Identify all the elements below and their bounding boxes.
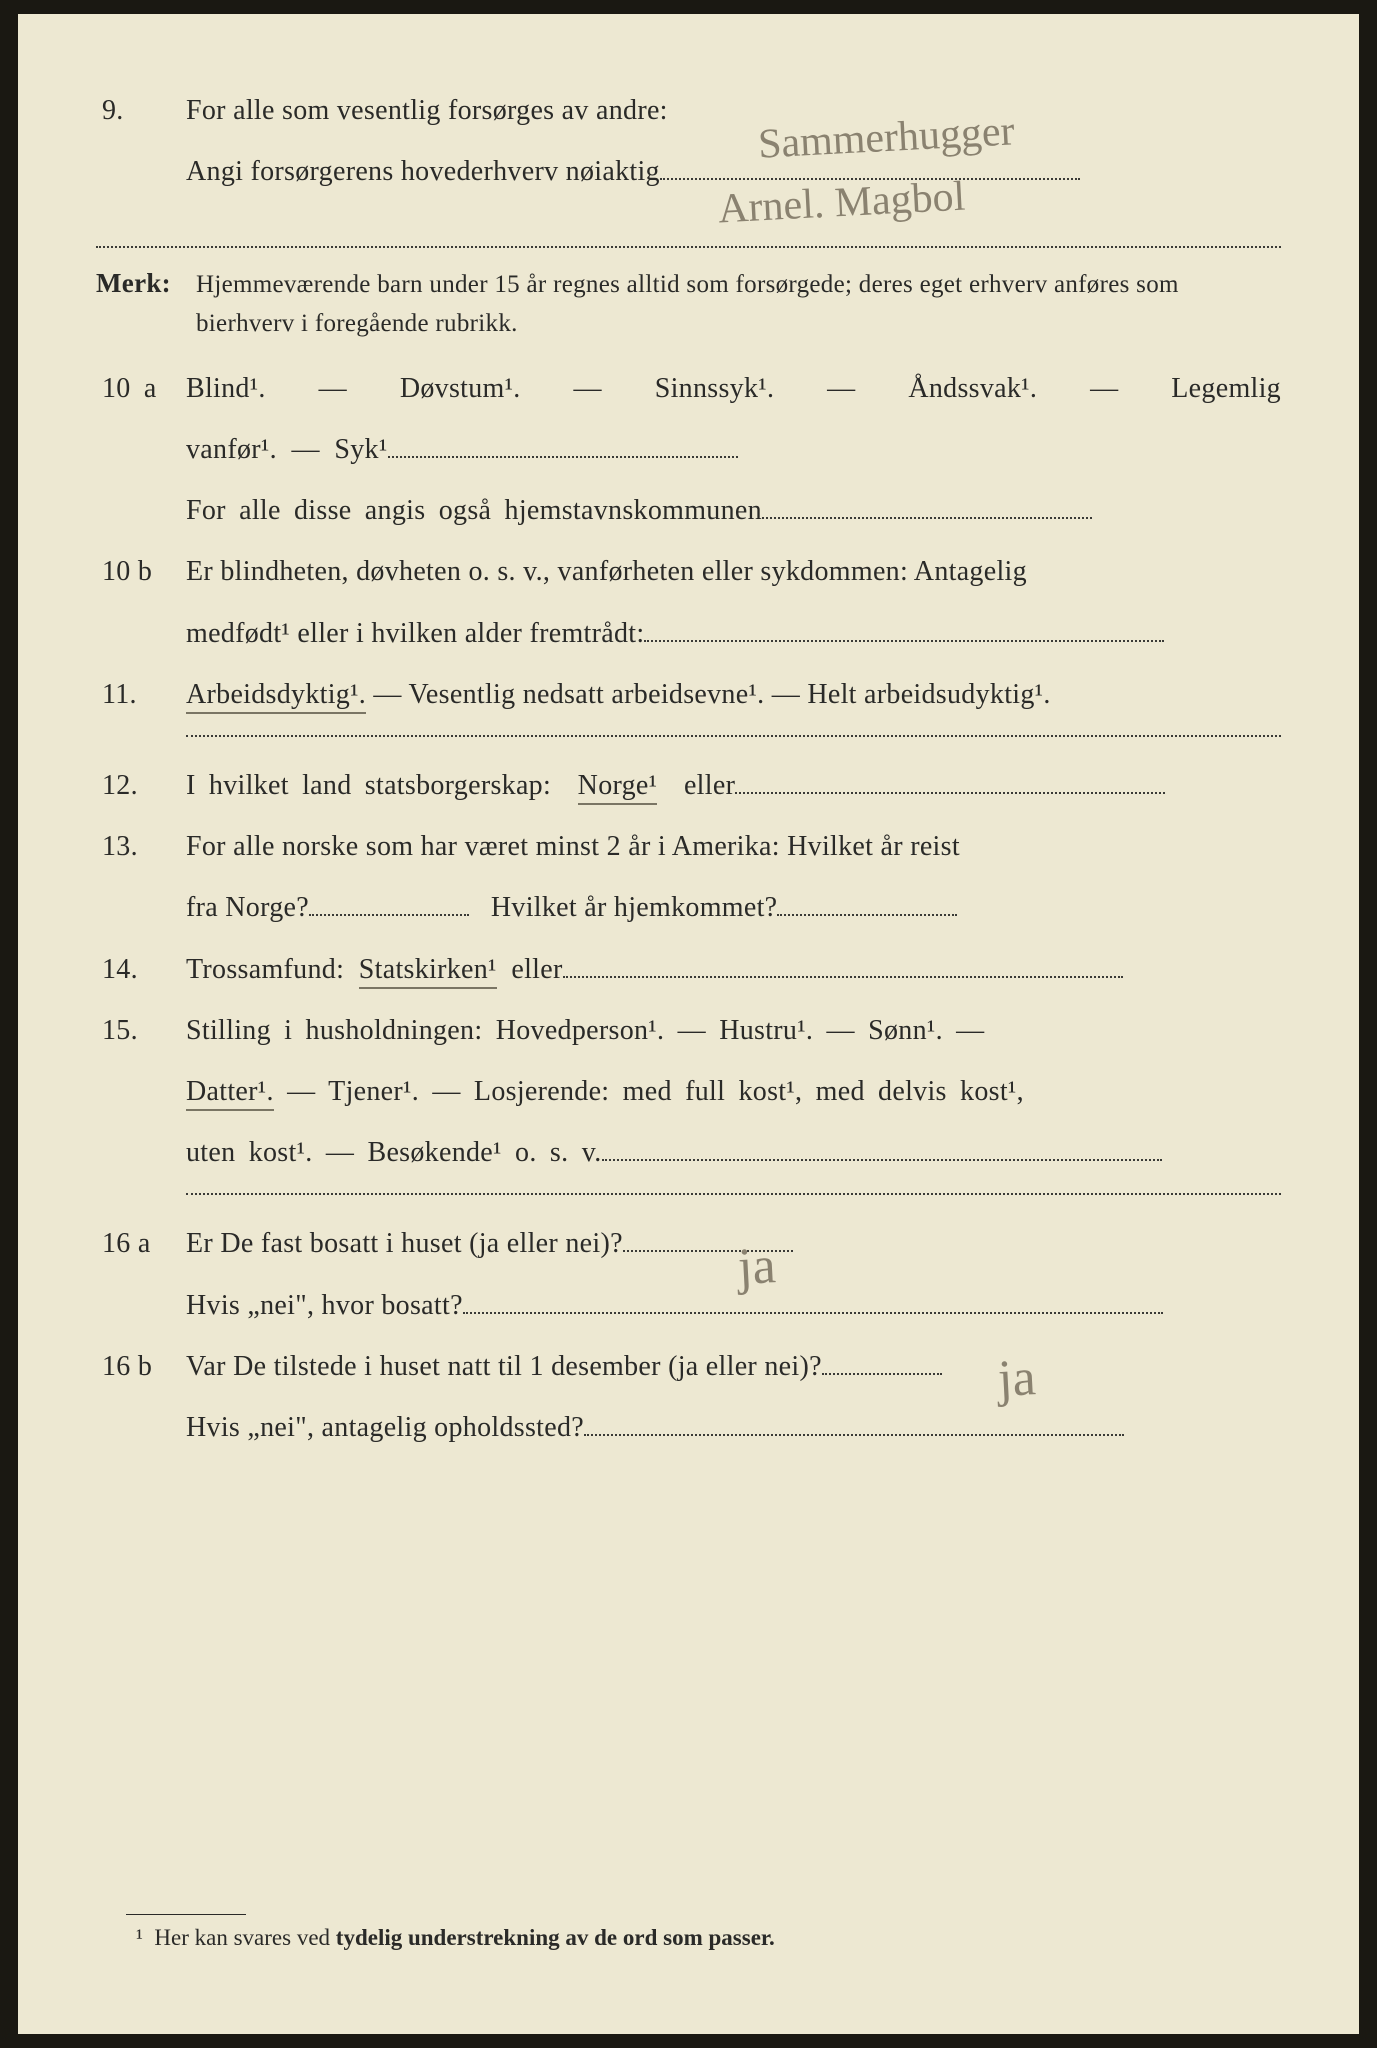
q15-line1: 15. Stilling i husholdningen: Hovedperso…: [96, 1004, 1281, 1057]
q10b-number: 10 b: [96, 545, 186, 598]
q11-blank: [186, 735, 1281, 737]
q13-line2: fra Norge? Hvilket år hjemkommet?: [96, 881, 1281, 934]
merk-label: Merk:: [96, 268, 183, 298]
q10a-line1: 10 a Blind¹.— Døvstum¹.— Sinnssyk¹.— Ånd…: [96, 362, 1281, 415]
q11-number: 11.: [96, 668, 186, 721]
divider-2: [186, 1193, 1281, 1195]
q13-number: 13.: [96, 820, 186, 873]
q16a-answer-blank: [623, 1227, 793, 1252]
q14-opt-statskirken: Statskirken¹: [359, 954, 497, 989]
q15-line3: uten kost¹. — Besøkende¹ o. s. v.: [96, 1126, 1281, 1179]
q9-text2: Angi forsørgerens hovederhverv nøiaktig: [186, 145, 1281, 198]
q9-blank: [660, 155, 1080, 180]
q10a-line3: For alle disse angis også hjemstavnskomm…: [96, 484, 1281, 537]
q12-opt-norge: Norge¹: [578, 770, 658, 805]
q9-text1: For alle som vesentlig forsørges av andr…: [186, 84, 1281, 137]
footnote: ¹ Her kan svares ved tydelig understrekn…: [136, 1925, 1281, 1951]
q10a-line2: vanfør¹. — Syk¹: [96, 423, 1281, 476]
q16b-line1: 16 b Var De tilstede i huset natt til 1 …: [96, 1340, 1281, 1393]
q10b-text1: Er blindheten, døvheten o. s. v., vanfør…: [186, 545, 1281, 598]
q16b-line2: Hvis „nei", antagelig opholdssted?: [96, 1401, 1281, 1454]
q13-line1: 13. For alle norske som har været minst …: [96, 820, 1281, 873]
q15-text1: Stilling i husholdningen: Hovedperson¹. …: [186, 1004, 1281, 1057]
q15-number: 15.: [96, 1004, 186, 1057]
q13-text1: For alle norske som har været minst 2 år…: [186, 820, 1281, 873]
q14-number: 14.: [96, 943, 186, 996]
q10b-line1: 10 b Er blindheten, døvheten o. s. v., v…: [96, 545, 1281, 598]
q15-line2: Datter¹. — Tjener¹. — Losjerende: med fu…: [96, 1065, 1281, 1118]
q12-number: 12.: [96, 759, 186, 812]
q10b-line2: medfødt¹ eller i hvilken alder fremtrådt…: [96, 607, 1281, 660]
footnote-rule: [126, 1914, 246, 1915]
q16a-number: 16 a: [96, 1217, 186, 1270]
merk-note: Merk: Hjemmeværende barn under 15 år reg…: [96, 264, 1281, 344]
q9-line1: 9. For alle som vesentlig forsørges av a…: [96, 84, 1281, 137]
q16a-line2: Hvis „nei", hvor bosatt?: [96, 1279, 1281, 1332]
q16b-answer-blank: [822, 1350, 942, 1375]
q9-line2: Angi forsørgerens hovederhverv nøiaktig: [96, 145, 1281, 198]
merk-text: Hjemmeværende barn under 15 år regnes al…: [196, 266, 1281, 344]
divider-1: [96, 246, 1281, 248]
q12: 12. I hvilket land statsborgerskap: Norg…: [96, 759, 1281, 812]
q16a-line1: 16 a Er De fast bosatt i huset (ja eller…: [96, 1217, 1281, 1270]
q14: 14. Trossamfund: Statskirken¹ eller: [96, 943, 1281, 996]
q11: 11. Arbeidsdyktig¹. — Vesentlig nedsatt …: [96, 668, 1281, 721]
q11-opt-arbeidsdyktig: Arbeidsdyktig¹.: [186, 679, 366, 714]
q15-opt-datter: Datter¹.: [186, 1076, 274, 1111]
q9-number: 9.: [96, 84, 186, 137]
q10a-number: 10 a: [96, 362, 186, 415]
q16b-number: 16 b: [96, 1340, 186, 1393]
census-form-page: 9. For alle som vesentlig forsørges av a…: [18, 14, 1359, 2034]
